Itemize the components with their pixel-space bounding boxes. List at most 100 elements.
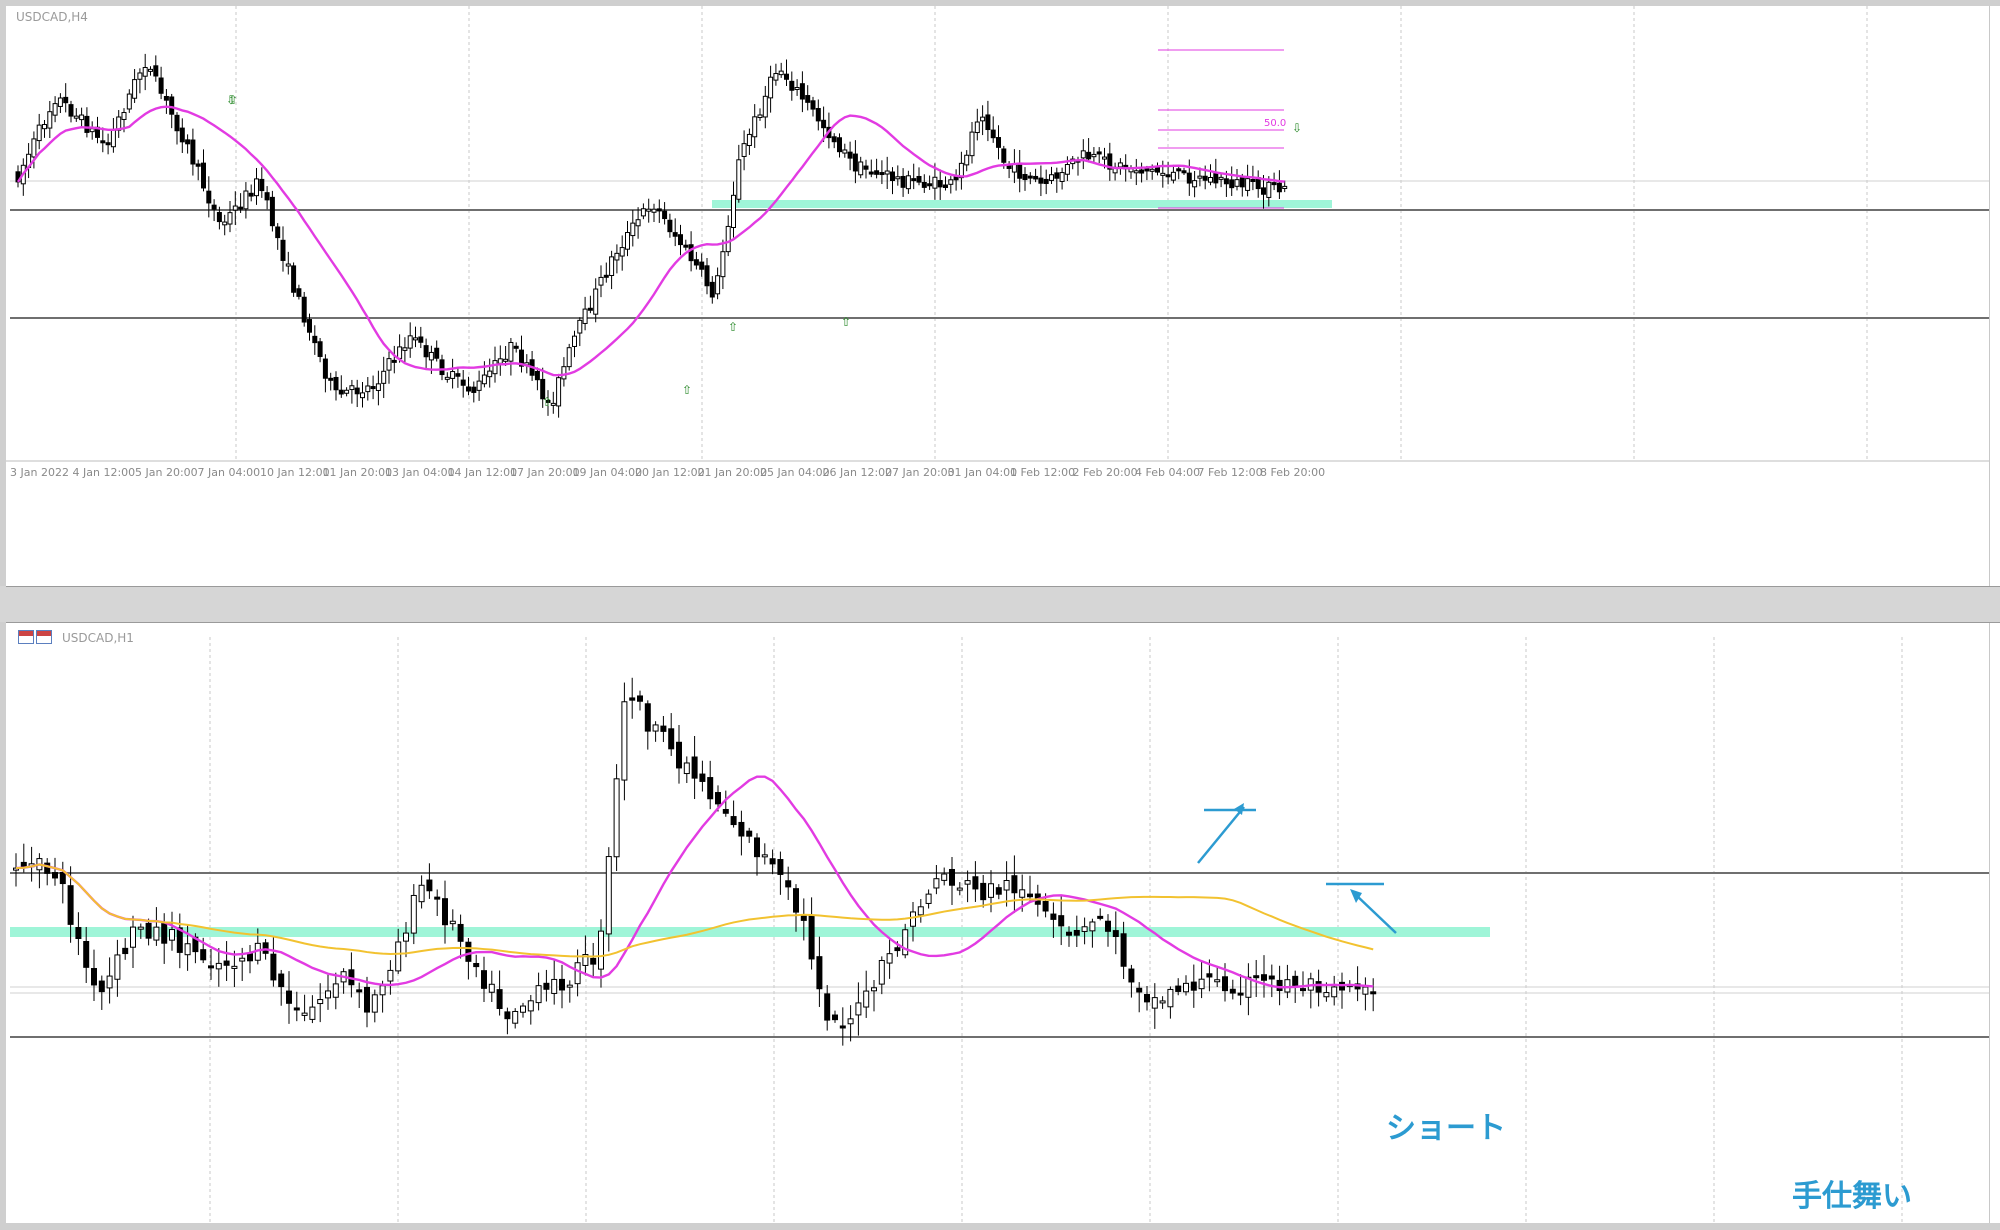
- candle-body: [1268, 975, 1275, 980]
- candle-body: [964, 880, 971, 885]
- candle-body: [176, 927, 183, 953]
- candle-body: [163, 95, 169, 101]
- candle-body: [179, 127, 185, 143]
- candle-body: [512, 1010, 519, 1024]
- candle-body: [905, 175, 911, 190]
- candle-body: [598, 930, 604, 970]
- candle-body: [434, 896, 441, 900]
- chart-toolbar-icons[interactable]: [18, 629, 54, 648]
- candle-body: [1059, 172, 1065, 182]
- candle-body: [754, 837, 760, 858]
- candle-body: [247, 953, 253, 962]
- candle-body: [243, 190, 249, 210]
- candle-body: [789, 80, 795, 91]
- chart-icon[interactable]: [36, 630, 52, 644]
- candle-body: [757, 114, 763, 119]
- candle-body: [52, 103, 58, 116]
- candle-body: [466, 386, 471, 392]
- h4-chart-canvas[interactable]: 50.0⇧⇧⇧⇧⇧⇩⇩3 Jan 2022 4 Jan 12:00 5 Jan 20…: [6, 6, 2000, 586]
- h4-price-scale[interactable]: [1989, 6, 2000, 586]
- chart-icon[interactable]: [18, 630, 34, 644]
- candle-body: [784, 73, 789, 80]
- candle-body: [1050, 913, 1057, 920]
- h1-chart-canvas[interactable]: [6, 623, 2000, 1223]
- candle-body: [1149, 168, 1155, 172]
- candle-body: [988, 883, 994, 898]
- fib-label: 50.0: [1264, 118, 1286, 129]
- candle-body: [1214, 979, 1221, 983]
- candle-body: [637, 695, 643, 702]
- signal-arrow-icon: ⇩: [226, 93, 236, 107]
- candle-body: [678, 234, 683, 246]
- candle-body: [1190, 981, 1197, 991]
- candle-body: [126, 93, 132, 110]
- candle-body: [1167, 988, 1174, 1008]
- candle-body: [874, 170, 880, 175]
- candle-body: [574, 962, 581, 985]
- ma-line-fast: [16, 105, 1285, 377]
- candle-body: [1089, 921, 1096, 932]
- h1-price-scale[interactable]: [1989, 623, 2000, 1223]
- candle-body: [949, 868, 955, 886]
- candle-body: [1218, 176, 1224, 180]
- candle-body: [455, 373, 461, 377]
- candle-body: [504, 1011, 511, 1020]
- candle-body: [1276, 979, 1283, 992]
- candle-body: [1197, 175, 1203, 179]
- candle-body: [460, 379, 466, 386]
- candle-body: [307, 319, 312, 333]
- candle-body: [1237, 992, 1244, 996]
- candle-body: [492, 360, 498, 375]
- candle-body: [185, 139, 191, 145]
- candle-body: [1261, 187, 1266, 195]
- candle-body: [439, 359, 445, 376]
- time-axis-label: 21 Jan 20:00: [698, 466, 768, 479]
- candle-body: [1261, 974, 1267, 981]
- candle-body: [428, 351, 434, 361]
- candle-body: [550, 402, 556, 406]
- candle-body: [656, 208, 662, 212]
- support-zone: [712, 200, 1332, 208]
- candle-body: [582, 308, 588, 324]
- candle-body: [614, 252, 620, 261]
- candle-body: [652, 724, 659, 732]
- pane-separator[interactable]: [0, 586, 2000, 622]
- candle-body: [481, 374, 487, 385]
- chart-pane-h4[interactable]: 50.0 ⇧ ⇧ ⇧ ⇧ ⇧ ⇩ ⇩ 3 Jan 2022 4 Jan 12:00 5 Jan 20…: [6, 6, 2000, 587]
- candle-body: [911, 178, 917, 182]
- candle-body: [1170, 171, 1176, 181]
- candle-body: [1229, 988, 1236, 994]
- candle-body: [407, 335, 413, 349]
- chart-pane-h1[interactable]: USDCAD,H1 ショート 手仕舞い: [6, 622, 2000, 1223]
- candle-body: [800, 915, 807, 921]
- candle-body: [1001, 148, 1007, 163]
- candle-body: [1292, 975, 1299, 988]
- candle-body: [1192, 180, 1198, 188]
- candle-body: [932, 176, 938, 189]
- candle-body: [110, 128, 116, 148]
- candle-body: [535, 985, 542, 1004]
- candle-body: [895, 176, 901, 180]
- candle-body: [527, 1000, 534, 1012]
- candle-body: [707, 777, 714, 800]
- candle-body: [746, 133, 752, 147]
- candle-body: [481, 970, 487, 989]
- candle-body: [211, 204, 217, 210]
- candle-body: [238, 206, 244, 210]
- candle-body: [1208, 176, 1213, 183]
- candle-body: [1202, 175, 1208, 181]
- candle-body: [1175, 985, 1182, 992]
- candle-body: [473, 962, 480, 968]
- candle-body: [762, 95, 768, 118]
- time-axis-label: 13 Jan 04:00: [385, 466, 455, 479]
- candle-body: [831, 136, 837, 143]
- candle-body: [508, 341, 514, 362]
- candle-body: [832, 1014, 838, 1021]
- candle-body: [1091, 153, 1097, 158]
- candle-body: [720, 251, 726, 278]
- candle-body: [1370, 991, 1377, 995]
- candle-body: [1206, 973, 1213, 978]
- candle-body: [709, 281, 715, 298]
- candle-body: [556, 377, 562, 407]
- candle-body: [582, 954, 589, 966]
